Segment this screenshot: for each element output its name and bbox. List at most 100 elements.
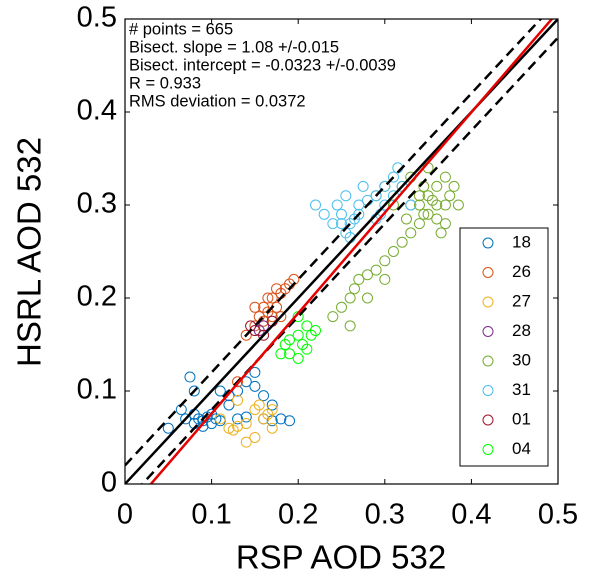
legend-label: 28 <box>512 321 531 340</box>
scatter-point <box>370 190 382 202</box>
scatter-point <box>327 311 339 323</box>
scatter-point <box>379 199 391 211</box>
x-tick-label: 0.3 <box>365 499 405 531</box>
scatter-point <box>284 334 296 346</box>
legend-label: 04 <box>512 439 531 458</box>
scatter-point <box>240 436 252 448</box>
scatter-point <box>400 213 412 225</box>
y-axis-label: HSRL AOD 532 <box>11 137 48 367</box>
scatter-point <box>310 199 322 211</box>
scatter-point <box>240 411 252 423</box>
scatter-point <box>301 320 313 332</box>
scatter-point <box>249 380 261 392</box>
scatter-point <box>348 283 360 295</box>
scatter-point <box>353 273 365 285</box>
scatter-point <box>266 292 278 304</box>
scatter-point <box>214 413 226 425</box>
scatter-point <box>340 190 352 202</box>
legend-label: 01 <box>512 409 531 428</box>
annotation: R = 0.933 <box>129 74 201 92</box>
scatter-point <box>431 213 443 225</box>
scatter-point <box>249 432 261 443</box>
scatter-point <box>444 190 456 202</box>
reference-line <box>140 36 558 484</box>
scatter-point <box>413 199 425 211</box>
scatter-point <box>249 366 261 378</box>
scatter-point <box>240 418 252 430</box>
scatter-point <box>431 180 443 192</box>
scatter-point <box>266 404 278 416</box>
scatter-point <box>405 199 417 211</box>
scatter-point <box>266 311 278 323</box>
scatter-point <box>387 246 399 257</box>
scatter-point <box>413 218 425 230</box>
scatter-point <box>240 329 252 341</box>
scatter-point <box>275 311 287 323</box>
scatter-point <box>214 385 226 397</box>
scatter-point <box>331 199 343 211</box>
scatter-point <box>357 180 369 192</box>
scatter-point <box>344 320 356 332</box>
annotation: # points = 665 <box>129 20 233 38</box>
scatter-point <box>275 348 287 360</box>
scatter-point <box>405 227 417 239</box>
y-tick-label: 0.2 <box>77 281 117 313</box>
legend-label: 18 <box>512 232 531 251</box>
scatter-point <box>271 283 283 295</box>
scatter-point <box>336 301 347 313</box>
legend-marker <box>482 237 494 249</box>
legend-label: 26 <box>512 262 531 281</box>
scatter-point <box>452 199 464 211</box>
y-tick-label: 0 <box>101 467 117 499</box>
scatter-point <box>249 301 261 313</box>
legend-marker <box>482 355 494 367</box>
scatter-point <box>180 413 192 425</box>
scatter-point <box>232 376 244 388</box>
scatter-point <box>426 194 438 206</box>
y-tick-label: 0.1 <box>77 374 117 406</box>
x-tick-label: 0.5 <box>538 499 578 531</box>
scatter-point <box>379 255 391 267</box>
y-tick-label: 0.3 <box>77 188 117 220</box>
scatter-point <box>253 399 265 411</box>
scatter-point <box>266 422 278 434</box>
scatter-point <box>162 422 174 434</box>
legend-marker <box>482 267 494 278</box>
scatter-point <box>275 413 287 425</box>
scatter-point <box>361 292 373 304</box>
scatter-point <box>327 218 339 230</box>
scatter-point <box>448 180 460 192</box>
scatter-point <box>258 390 270 402</box>
scatter-point <box>258 320 270 332</box>
scatter-point <box>439 199 451 211</box>
scatter-point <box>387 171 399 183</box>
scatter-point <box>379 273 391 285</box>
plot-area <box>125 19 558 484</box>
scatter-point <box>353 208 365 220</box>
legend-marker <box>482 326 494 337</box>
scatter-point <box>184 371 196 383</box>
reference-line <box>149 19 554 484</box>
annotation: RMS deviation = 0.0372 <box>129 92 306 110</box>
scatter-point <box>439 218 451 230</box>
scatter-point <box>413 190 425 202</box>
scatter-point <box>336 218 347 230</box>
x-tick-label: 0.1 <box>191 499 231 531</box>
scatter-point <box>232 413 244 425</box>
scatter-point <box>292 329 304 341</box>
scatter-point <box>379 180 391 192</box>
scatter-point <box>223 399 235 411</box>
scatter-point <box>284 348 296 360</box>
scatter-point <box>188 385 200 397</box>
scatter-point <box>197 420 209 432</box>
scatter-point <box>258 329 270 341</box>
annotation: Bisect. intercept = -0.0323 +/-0.0039 <box>129 56 396 74</box>
x-axis-label: RSP AOD 532 <box>236 539 446 576</box>
scatter-point <box>336 208 347 220</box>
scatter-point <box>262 292 274 304</box>
legend-label: 31 <box>512 380 531 399</box>
y-tick-label: 0.5 <box>77 2 117 34</box>
scatter-point <box>422 208 434 220</box>
scatter-point <box>370 264 382 276</box>
